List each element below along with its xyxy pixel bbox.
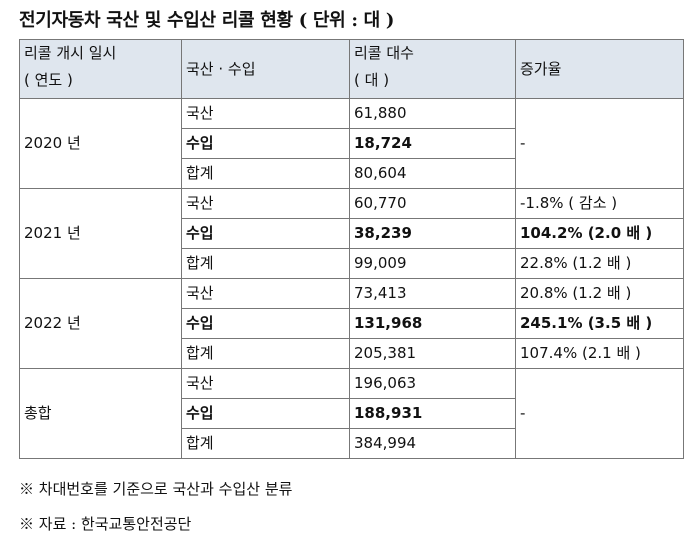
table-row: 합계 205,381 107.4% (2.1 배 ) <box>20 338 684 369</box>
type-cell: 합계 <box>181 428 350 459</box>
header-date: 리콜 개시 일시 ( 연도 ) <box>19 39 182 99</box>
type-cell: 수입 <box>181 308 350 339</box>
count-cell: 131,968 <box>349 308 516 339</box>
table-row: 수입 131,968 245.1% (3.5 배 ) <box>20 308 684 339</box>
type-cell: 수입 <box>181 398 350 429</box>
header-rate: 증가율 <box>515 39 684 99</box>
header-type: 국산 · 수입 <box>181 39 350 99</box>
year-cell: 2022 년 <box>19 278 182 369</box>
count-cell: 38,239 <box>349 218 516 249</box>
count-cell: 99,009 <box>349 248 516 279</box>
header-date-line1: 리콜 개시 일시 <box>24 44 117 62</box>
type-cell: 합계 <box>181 338 350 369</box>
type-cell: 국산 <box>181 188 350 219</box>
footnote-classification: ※ 차대번호를 기준으로 국산과 수입산 분류 <box>19 480 293 498</box>
count-cell: 73,413 <box>349 278 516 309</box>
type-cell: 수입 <box>181 128 350 159</box>
recall-table: 리콜 개시 일시 ( 연도 ) 국산 · 수입 리콜 대수 ( 대 ) 증가율 … <box>19 39 684 459</box>
header-rate-label: 증가율 <box>520 59 562 78</box>
header-date-line2: ( 연도 ) <box>24 71 73 89</box>
type-cell: 수입 <box>181 218 350 249</box>
type-cell: 합계 <box>181 248 350 279</box>
count-cell: 80,604 <box>349 158 516 189</box>
count-cell: 60,770 <box>349 188 516 219</box>
table-row: 합계 80,604 <box>20 158 684 189</box>
year-cell: 2021 년 <box>19 188 182 279</box>
rate-cell: 245.1% (3.5 배 ) <box>515 308 684 339</box>
type-cell: 국산 <box>181 98 350 129</box>
count-cell: 205,381 <box>349 338 516 369</box>
rate-cell: - <box>515 368 684 459</box>
rate-cell: 22.8% (1.2 배 ) <box>515 248 684 279</box>
year-cell: 총합 <box>19 368 182 459</box>
rate-cell: - <box>515 98 684 189</box>
header-type-label: 국산 · 수입 <box>186 59 256 78</box>
table-row: 수입 38,239 104.2% (2.0 배 ) <box>20 218 684 249</box>
table-row: 2022 년 국산 73,413 20.8% (1.2 배 ) <box>19 278 684 369</box>
table-row: 총합 국산 196,063 - <box>19 368 684 459</box>
header-count-line1: 리콜 대수 <box>354 44 414 62</box>
header-count: 리콜 대수 ( 대 ) <box>349 39 516 99</box>
table-row: 2021 년 국산 60,770 -1.8% ( 감소 ) <box>19 188 684 279</box>
rate-cell: 20.8% (1.2 배 ) <box>515 278 684 309</box>
type-cell: 국산 <box>181 278 350 309</box>
rate-cell: 104.2% (2.0 배 ) <box>515 218 684 249</box>
table-row: 수입 188,931 <box>20 398 684 429</box>
count-cell: 384,994 <box>349 428 516 459</box>
year-cell: 2020 년 <box>19 98 182 189</box>
rate-cell: 107.4% (2.1 배 ) <box>515 338 684 369</box>
table-row: 수입 18,724 <box>20 128 684 159</box>
document-title: 전기자동차 국산 및 수입산 리콜 현황 ( 단위 : 대 ) <box>19 10 395 31</box>
count-cell: 188,931 <box>349 398 516 429</box>
type-cell: 국산 <box>181 368 350 399</box>
table-row: 2020 년 국산 61,880 - <box>19 98 684 189</box>
type-cell: 합계 <box>181 158 350 189</box>
rate-cell: -1.8% ( 감소 ) <box>515 188 684 219</box>
count-cell: 18,724 <box>349 128 516 159</box>
count-cell: 196,063 <box>349 368 516 399</box>
table-row: 합계 99,009 22.8% (1.2 배 ) <box>20 248 684 279</box>
table-row: 합계 384,994 <box>20 428 684 459</box>
footnote-source: ※ 자료 : 한국교통안전공단 <box>19 515 192 533</box>
header-count-line2: ( 대 ) <box>354 71 390 89</box>
table-header-row: 리콜 개시 일시 ( 연도 ) 국산 · 수입 리콜 대수 ( 대 ) 증가율 <box>19 39 684 99</box>
count-cell: 61,880 <box>349 98 516 129</box>
